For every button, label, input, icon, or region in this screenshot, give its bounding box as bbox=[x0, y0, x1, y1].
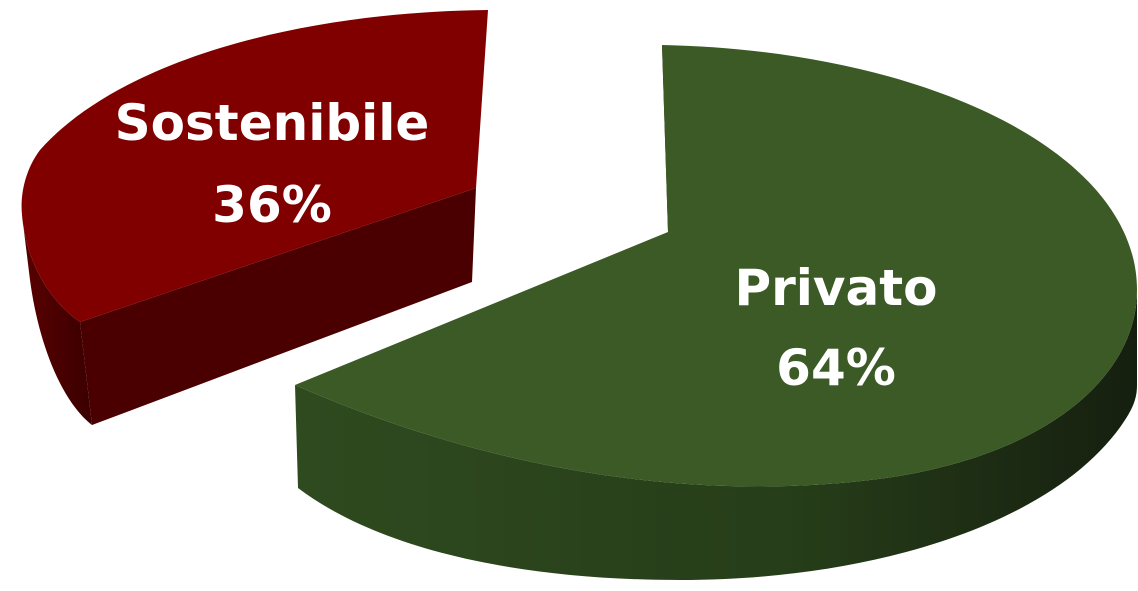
slice-label-sostenibile: Sostenibile bbox=[115, 94, 430, 152]
slice-label-privato: Privato bbox=[734, 259, 937, 317]
slice-privato-side bbox=[295, 290, 1137, 580]
slice-sostenibile-inner-wall bbox=[80, 188, 476, 425]
slice-sostenibile-top bbox=[21, 10, 488, 322]
slice-privato-top bbox=[295, 45, 1137, 487]
slice-value-sostenibile: 36% bbox=[212, 176, 332, 234]
slice-sostenibile: Sostenibile 36% bbox=[21, 10, 488, 425]
slice-value-privato: 64% bbox=[776, 339, 896, 397]
slice-sostenibile-side bbox=[22, 215, 92, 425]
slice-privato: Privato 64% bbox=[295, 45, 1137, 580]
